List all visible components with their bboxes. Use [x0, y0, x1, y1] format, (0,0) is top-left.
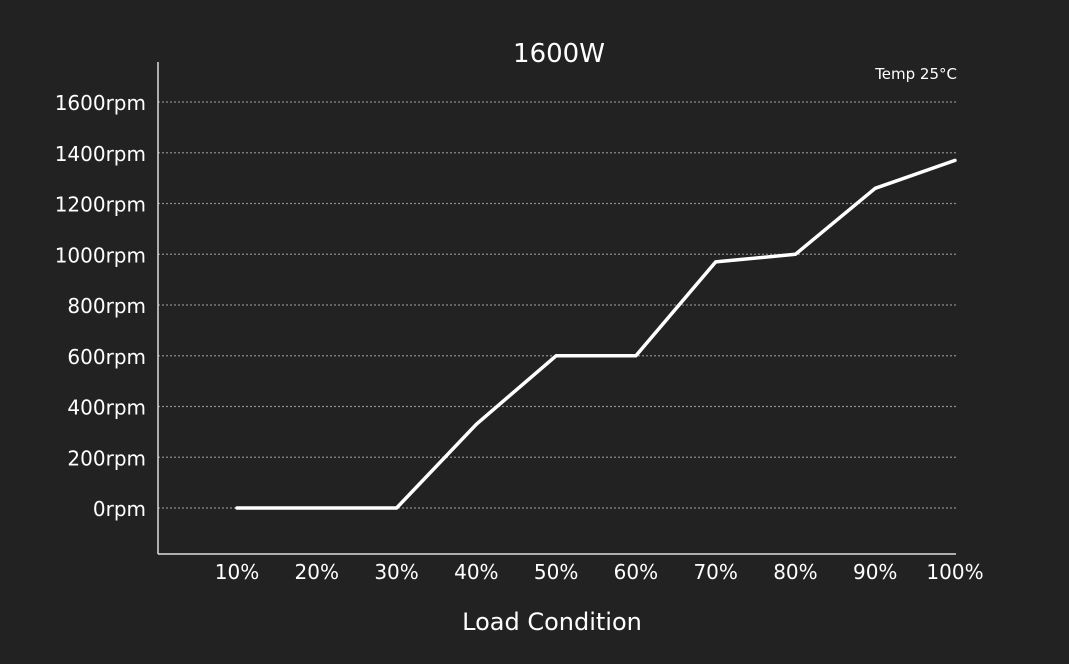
- x-tick-label: 50%: [534, 560, 578, 584]
- x-tick-label: 10%: [215, 560, 259, 584]
- y-tick-label: 1600rpm: [55, 91, 146, 115]
- x-tick-label: 30%: [374, 560, 418, 584]
- x-tick-label: 80%: [773, 560, 817, 584]
- temperature-annotation: Temp 25°C: [874, 65, 957, 83]
- x-tick-label: 20%: [295, 560, 339, 584]
- grid-lines: [158, 101, 956, 509]
- y-tick-label: 0rpm: [93, 497, 146, 521]
- x-tick-label: 60%: [614, 560, 658, 584]
- y-tick-label: 600rpm: [67, 345, 146, 369]
- y-tick-label: 1400rpm: [55, 142, 146, 166]
- y-tick-labels: 0rpm 200rpm 400rpm 600rpm 800rpm 1000rpm 1200r…: [55, 91, 146, 521]
- y-tick-label: 400rpm: [67, 396, 146, 420]
- series-line-fan-speed: [235, 158, 957, 510]
- x-tick-label: 100%: [926, 560, 983, 584]
- y-tick-label: 800rpm: [67, 294, 146, 318]
- y-tick-label: 1000rpm: [55, 243, 146, 267]
- x-axis-label: Load Condition: [462, 608, 642, 636]
- axes: [157, 62, 956, 555]
- y-tick-label: 1200rpm: [55, 193, 146, 217]
- x-tick-label: 70%: [693, 560, 737, 584]
- x-tick-labels: 10% 20% 30% 40% 50% 60% 70% 80% 90% 100%: [215, 560, 984, 584]
- chart-title: 1600W: [513, 39, 605, 69]
- series-layer: [235, 158, 957, 510]
- x-tick-label: 90%: [853, 560, 897, 584]
- y-tick-label: 200rpm: [67, 446, 146, 470]
- x-tick-label: 40%: [454, 560, 498, 584]
